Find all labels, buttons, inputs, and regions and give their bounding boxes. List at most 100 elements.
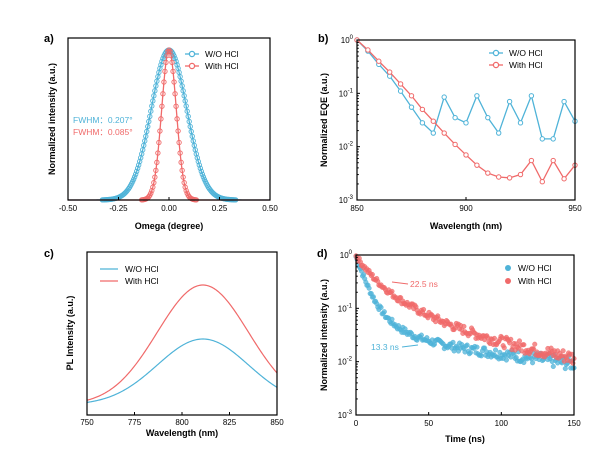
panel-b-with-point: [506, 175, 513, 181]
panel-a-wo-line: [68, 49, 270, 201]
panel-c-xtick-label: 800: [175, 418, 189, 427]
panel-b-legend-wo-label: W/O HCl: [509, 48, 543, 58]
panel-b-with-point: [463, 152, 469, 158]
panel-a-with-point: [183, 187, 189, 194]
panel-b-with-point: [550, 157, 556, 164]
panel-d-letter: d): [317, 248, 328, 260]
panel-a-xtick-label: 0.25: [212, 204, 228, 213]
panel-a-with-point: [180, 174, 186, 180]
panel-b-with-point: [408, 93, 415, 99]
panel-a-wo-point: [194, 155, 200, 161]
panel-c-xtick-label: 775: [128, 418, 142, 427]
panel-d-xtick-label: 100: [495, 419, 509, 428]
panel-a-letter: a): [44, 33, 54, 45]
panel-d-wo-point: [562, 366, 568, 372]
panel-a-with-point: [163, 59, 169, 66]
panel-a-wo-point: [157, 65, 163, 72]
panel-a-with-legend-marker: [188, 62, 196, 70]
panel-b-with-point: [365, 47, 371, 53]
panel-d-arrow-22-5: [391, 281, 409, 285]
panel-c-xtick-label: 850: [270, 418, 284, 427]
panel-a-wo-point: [182, 98, 188, 104]
panel-b-wo-point: [441, 94, 447, 100]
panel-a-wo-point: [188, 128, 194, 135]
panel-b-wo-point: [474, 93, 480, 99]
panel-d-with-point: [521, 342, 527, 348]
panel-a-wo-point: [200, 174, 206, 180]
panel-b-with-point: [452, 141, 458, 148]
panel-c-with-line: [86, 284, 278, 401]
panel-a-wo-point: [179, 83, 185, 89]
panel-a-wo-point: [144, 128, 150, 135]
panel-d-wo-point: [521, 360, 527, 366]
panel-b: b) 850 900 950 10-3 10-2 10-1 100 Wavelength (…: [318, 33, 582, 231]
panel-a-with-point: [178, 159, 184, 165]
panel-a-wo-point: [135, 165, 141, 171]
panel-a-wo-point: [137, 158, 143, 165]
panel-b-xtick-label: 850: [350, 204, 364, 213]
panel-d-wo-point: [503, 357, 509, 363]
panel-b-with-legend-marker: [492, 61, 500, 69]
panel-a-wo-point: [145, 123, 151, 130]
panel-a-wo-point: [174, 62, 180, 68]
panel-d-wo-point: [361, 272, 367, 278]
panel-b-wo-point: [550, 136, 556, 142]
panel-b-with-point: [376, 58, 382, 64]
panel-d-annotation-13-3: 13.3 ns: [371, 342, 399, 352]
panel-b-with-point: [485, 170, 491, 176]
panel-c-xtick-label: 825: [223, 418, 237, 427]
panel-b-xtick-label: 900: [459, 204, 473, 213]
panel-a-with-point: [173, 103, 179, 109]
panel-a-with-point: [169, 59, 175, 66]
panel-d-wo-point: [378, 304, 384, 310]
panel-c-ylabel: PL Intensity (a.u.): [65, 296, 75, 371]
panel-b-with-point: [528, 157, 535, 164]
panel-b-wo-point: [452, 114, 458, 121]
panel-d-wo-point: [530, 360, 536, 366]
panel-b-xtick-label: 950: [568, 204, 582, 213]
panel-a-wo-point: [185, 113, 191, 119]
panel-a-with-point: [177, 150, 183, 156]
panel-d-arrow-13-3: [401, 344, 419, 348]
panel-a-with-point: [156, 139, 162, 146]
panel-a-with-point: [182, 184, 188, 190]
panel-d-wo-point: [467, 350, 473, 356]
panel-a-with-point: [175, 128, 181, 134]
panel-a-wo-point: [195, 158, 201, 165]
panel-a-wo-point: [178, 78, 184, 84]
panel-a-wo-point: [147, 113, 153, 119]
panel-b-wo-point: [463, 120, 469, 126]
panel-a-wo-point: [143, 133, 149, 139]
panel-b-wo-point: [506, 98, 513, 105]
panel-a-wo-point: [132, 174, 138, 180]
panel-d-ytick-label: 100: [340, 250, 353, 260]
panel-a-annotation-fwhm-wo: FWHM：0.207°: [73, 115, 133, 125]
panel-b-with-point: [539, 179, 545, 185]
panel-a-wo-point: [133, 171, 139, 177]
panel-a-legend-wo-label: W/O HCl: [205, 49, 239, 59]
panel-a: a) -0.50 -0.25 0.00 0.25 0.50 Omega (degree)…: [44, 33, 278, 231]
panel-a-with-point: [174, 116, 180, 122]
panel-a-with-point: [153, 167, 159, 174]
panel-d-ytick-label: 10-2: [338, 357, 353, 367]
panel-d-wo-point: [464, 342, 470, 348]
panel-a-xtick-label: 0.50: [262, 204, 278, 213]
panel-a-with-point: [170, 68, 176, 74]
panel-c-plot-frame: [86, 251, 278, 416]
panel-c-legend-wo-label: W/O HCl: [125, 264, 159, 274]
panel-d-wo-point: [482, 345, 488, 351]
panel-c: c) 750 775 800 825 850 Wavelength (nm) PL In…: [44, 248, 284, 438]
panel-a-with-point: [179, 167, 185, 174]
panel-d-with-point: [421, 306, 427, 312]
panel-c-xlabel: Wavelength (nm): [146, 428, 218, 438]
panel-b-ytick-label: 10-3: [339, 195, 354, 205]
panel-a-wo-point: [146, 118, 152, 125]
panel-a-with-point: [155, 150, 161, 156]
panel-b-with-point: [419, 106, 426, 113]
panel-a-wo-point: [189, 133, 195, 139]
panel-d-legend-wo-label: W/O HCl: [518, 263, 552, 273]
panel-b-with-point: [496, 174, 502, 180]
panel-d-wo-point: [550, 363, 556, 369]
panel-b-wo-point: [496, 130, 502, 136]
panel-d-xtick-label: 0: [354, 419, 359, 428]
